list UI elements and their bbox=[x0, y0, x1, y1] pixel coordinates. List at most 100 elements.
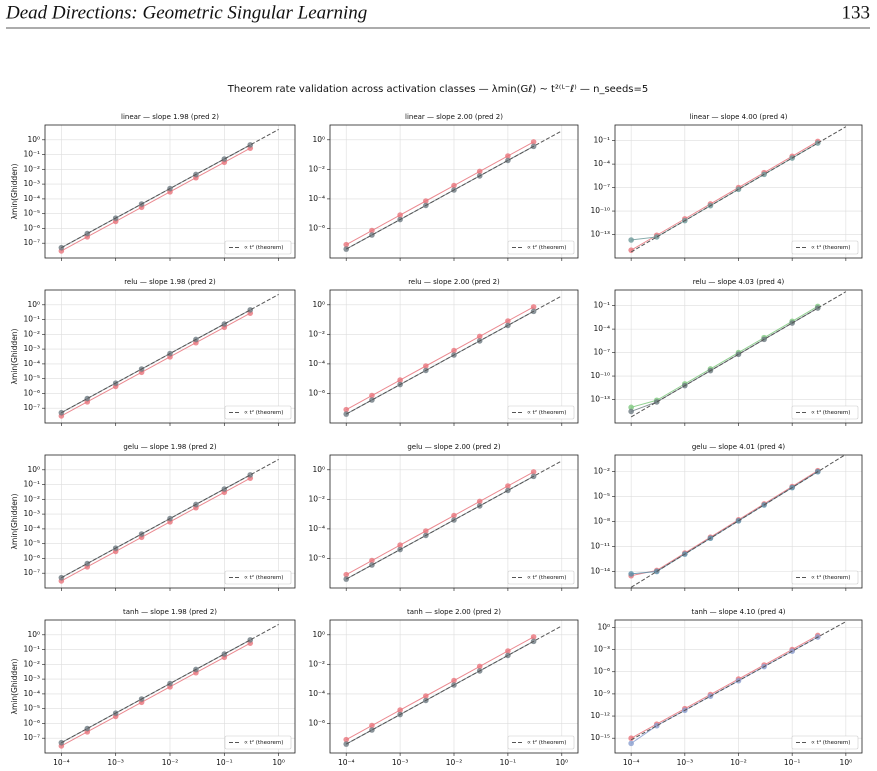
legend-label: ∝ t² (theorem) bbox=[244, 244, 283, 251]
y-tick-label: 10⁻¹ bbox=[23, 480, 40, 489]
series-line bbox=[61, 147, 251, 252]
marker bbox=[343, 736, 350, 743]
x-tick-label: 10⁻³ bbox=[392, 758, 409, 767]
legend-box bbox=[224, 570, 292, 585]
y-tick-label: 10⁻¹¹ bbox=[590, 541, 610, 550]
y-tick-label: 10⁻⁴ bbox=[308, 689, 325, 698]
marker bbox=[476, 168, 483, 175]
y-tick-label: 10⁰ bbox=[597, 622, 610, 631]
axes-frame bbox=[614, 454, 863, 589]
axes-frame bbox=[44, 619, 296, 754]
y-tick-label: 10⁻¹⁰ bbox=[590, 206, 610, 215]
marker bbox=[735, 351, 742, 358]
theorem-line bbox=[630, 455, 846, 588]
series-line bbox=[345, 471, 534, 576]
running-title: Dead Directions: Geometric Singular Lear… bbox=[5, 2, 367, 23]
y-tick-label: 10⁻² bbox=[23, 494, 40, 503]
y-tick-label: 10⁻⁶ bbox=[308, 553, 325, 562]
y-tick-label: 10⁰ bbox=[312, 135, 325, 144]
x-tick-label: 10⁻³ bbox=[107, 758, 124, 767]
series-line bbox=[345, 141, 534, 246]
y-tick-label: 10⁻⁸ bbox=[593, 517, 610, 526]
legend-label: ∝ t⁴ (theorem) bbox=[811, 409, 850, 416]
y-tick-label: 10⁻⁹ bbox=[593, 689, 610, 698]
marker bbox=[530, 304, 537, 310]
series-line bbox=[61, 312, 251, 417]
subplot-title: tanh — slope 1.98 (pred 2) bbox=[123, 608, 217, 616]
y-tick-label: 10⁻⁶ bbox=[23, 223, 40, 232]
marker bbox=[343, 571, 350, 578]
marker bbox=[476, 498, 483, 505]
y-tick-label: 10⁻¹ bbox=[23, 645, 40, 654]
plot-area bbox=[58, 129, 279, 254]
marker bbox=[628, 408, 634, 415]
page-number: 133 bbox=[842, 2, 871, 23]
plot-area bbox=[628, 455, 846, 588]
y-tick-label: 10⁻⁴ bbox=[23, 194, 40, 203]
y-tick-label: 10⁻⁵ bbox=[23, 374, 40, 383]
y-tick-label: 10⁻⁷ bbox=[23, 403, 40, 412]
axes-frame bbox=[329, 619, 579, 754]
x-tick-label: 10⁻¹ bbox=[216, 758, 233, 767]
legend-label: ∝ t² (theorem) bbox=[244, 739, 283, 746]
marker bbox=[247, 307, 254, 313]
legend-box bbox=[224, 405, 292, 420]
y-tick-label: 10⁻³ bbox=[23, 344, 40, 353]
y-tick-label: 10⁻⁵ bbox=[23, 539, 40, 548]
y-tick-label: 10⁻⁷ bbox=[593, 183, 610, 192]
y-tick-label: 10⁻⁶ bbox=[23, 718, 40, 727]
marker bbox=[628, 571, 634, 577]
y-tick-label: 10⁻⁴ bbox=[593, 159, 610, 168]
y-tick-label: 10⁻² bbox=[593, 467, 610, 476]
y-tick-label: 10⁻¹³ bbox=[590, 230, 610, 239]
subplot: relu — slope 2.00 (pred 2) 10⁻⁶ 10⁻⁴ 10⁻² 10… bbox=[308, 278, 579, 426]
legend-box bbox=[224, 240, 292, 255]
y-tick-label: 10⁰ bbox=[27, 630, 40, 639]
axes-frame bbox=[329, 124, 579, 259]
legend-label: ∝ t² (theorem) bbox=[527, 739, 566, 746]
y-tick-label: 10⁻⁴ bbox=[593, 324, 610, 333]
subplot: linear — slope 1.98 (pred 2) 10⁻⁷ 10⁻⁶ 10⁻⁵… bbox=[10, 113, 296, 261]
y-tick-label: 10⁻¹⁴ bbox=[590, 566, 610, 575]
subplot: tanh — slope 4.10 (pred 4) 10⁻⁴ 10⁻³ 10⁻² 10… bbox=[590, 608, 863, 771]
legend-label: ∝ t² (theorem) bbox=[527, 244, 566, 251]
marker bbox=[221, 321, 228, 327]
y-tick-label: 10⁻¹ bbox=[23, 150, 40, 159]
marker bbox=[530, 469, 537, 475]
marker bbox=[505, 648, 511, 654]
theorem-line bbox=[630, 291, 847, 418]
marker bbox=[653, 234, 660, 240]
axes-frame bbox=[614, 124, 863, 259]
y-tick-label: 10⁻¹³ bbox=[590, 395, 610, 404]
y-tick-label: 10⁻⁴ bbox=[23, 689, 40, 698]
marker bbox=[505, 322, 511, 329]
subplot: tanh — slope 1.98 (pred 2) 10⁻⁴ 10⁻³ 10⁻² 10… bbox=[10, 608, 296, 771]
plot-area bbox=[343, 460, 563, 582]
axes-frame bbox=[614, 619, 863, 754]
y-tick-label: 10⁻¹⁰ bbox=[590, 371, 610, 380]
marker bbox=[423, 198, 429, 204]
y-tick-label: 10⁰ bbox=[312, 630, 325, 639]
marker bbox=[84, 230, 91, 237]
series-line bbox=[630, 140, 819, 251]
marker bbox=[423, 528, 429, 534]
marker bbox=[451, 512, 457, 519]
theorem-line bbox=[630, 621, 847, 741]
y-tick-label: 10⁻⁵ bbox=[23, 209, 40, 218]
marker bbox=[397, 707, 403, 713]
legend-box bbox=[507, 240, 575, 255]
plot-area bbox=[343, 130, 563, 252]
marker bbox=[221, 651, 228, 657]
theorem-line bbox=[61, 459, 279, 579]
y-tick-label: 10⁻² bbox=[308, 329, 325, 338]
subplot-title: relu — slope 2.00 (pred 2) bbox=[408, 278, 500, 286]
series-line bbox=[61, 477, 251, 582]
axes-frame bbox=[329, 289, 579, 424]
marker bbox=[369, 562, 375, 568]
x-tick-label: 10⁰ bbox=[272, 758, 285, 767]
series-line bbox=[630, 636, 819, 744]
x-tick-label: 10⁻² bbox=[162, 758, 179, 767]
y-tick-label: 10⁻³ bbox=[23, 179, 40, 188]
y-tick-label: 10⁻² bbox=[23, 329, 40, 338]
plot-area bbox=[628, 291, 847, 418]
